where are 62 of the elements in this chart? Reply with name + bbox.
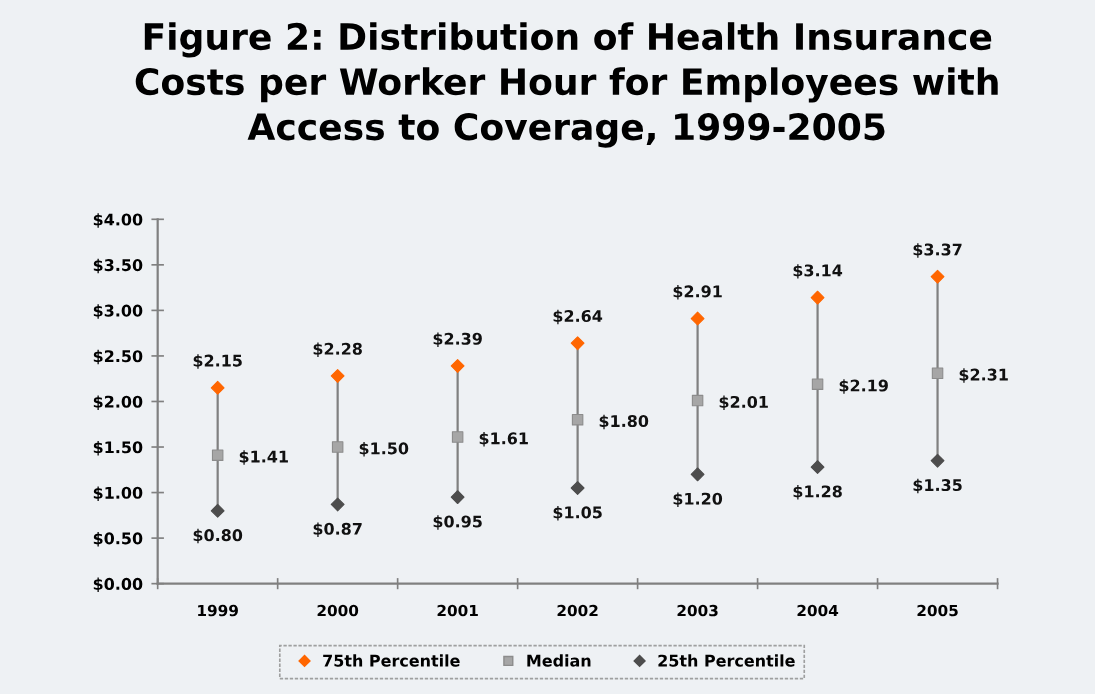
legend-label: Median [527,654,591,667]
point [211,449,224,461]
x-tick-label: 2004 [797,604,839,617]
data-label: $0.87 [313,522,362,537]
point [330,369,345,383]
data-label: $1.35 [913,478,962,494]
data-label: $0.80 [193,528,243,544]
data-label: $2.01 [719,395,768,411]
point [210,380,225,395]
point [690,311,705,326]
point [570,336,585,351]
x-tick-label: 2002 [557,604,598,617]
point [930,453,945,468]
data-label: $2.39 [433,332,482,347]
y-tick-label: $1.50 [93,440,143,456]
point [810,290,825,305]
y-tick-label: $3.50 [93,258,143,274]
y-tick-label: $4.00 [93,213,143,228]
data-label: $1.61 [479,432,528,447]
point [450,490,465,505]
x-tick-label: 2005 [917,604,958,617]
data-label: $3.37 [913,243,962,258]
legend-label: 75th Percentile [323,654,460,667]
data-label: $1.20 [673,492,723,507]
data-label: $2.91 [673,285,722,300]
data-label: $2.15 [193,354,242,369]
point [571,413,584,426]
y-tick-label: $1.00 [93,486,143,501]
x-tick-label: 2000 [317,604,359,617]
data-label: $3.14 [793,264,843,279]
point [450,359,465,373]
chart-title: Figure 2: Distribution of Health Insurance Costs per Worker Hour for Employees with Access to Coverage, 1999-2005 [135,22,998,148]
data-label: $2.31 [959,368,1008,383]
point [691,394,704,407]
point [570,481,585,495]
x-tick-label: 1999 [198,604,238,617]
point [810,460,825,475]
x-tick-label: 2001 [437,604,478,617]
data-label: $0.95 [433,515,482,530]
point [331,441,344,453]
point [451,431,464,443]
data-label: $1.50 [359,442,409,457]
data-label: $1.41 [239,450,288,465]
point [811,378,824,390]
point [330,497,345,512]
y-tick-label: $0.50 [93,532,143,547]
y-tick-label: $3.00 [93,304,143,319]
point [210,503,225,518]
data-label: $1.05 [553,506,602,521]
point [930,269,945,284]
point [931,367,944,380]
legend-label: 25th Percentile [658,654,795,667]
point [690,467,705,482]
x-tick-label: 2003 [677,604,718,617]
y-tick-label: $0.00 [93,577,143,593]
data-label: $1.28 [793,485,842,500]
y-tick-label: $2.00 [93,395,143,410]
data-label: $1.80 [599,414,649,430]
data-label: $2.19 [839,379,888,394]
y-tick-label: $2.50 [93,349,143,365]
data-label: $2.28 [313,342,362,357]
data-label: $2.64 [553,309,603,325]
